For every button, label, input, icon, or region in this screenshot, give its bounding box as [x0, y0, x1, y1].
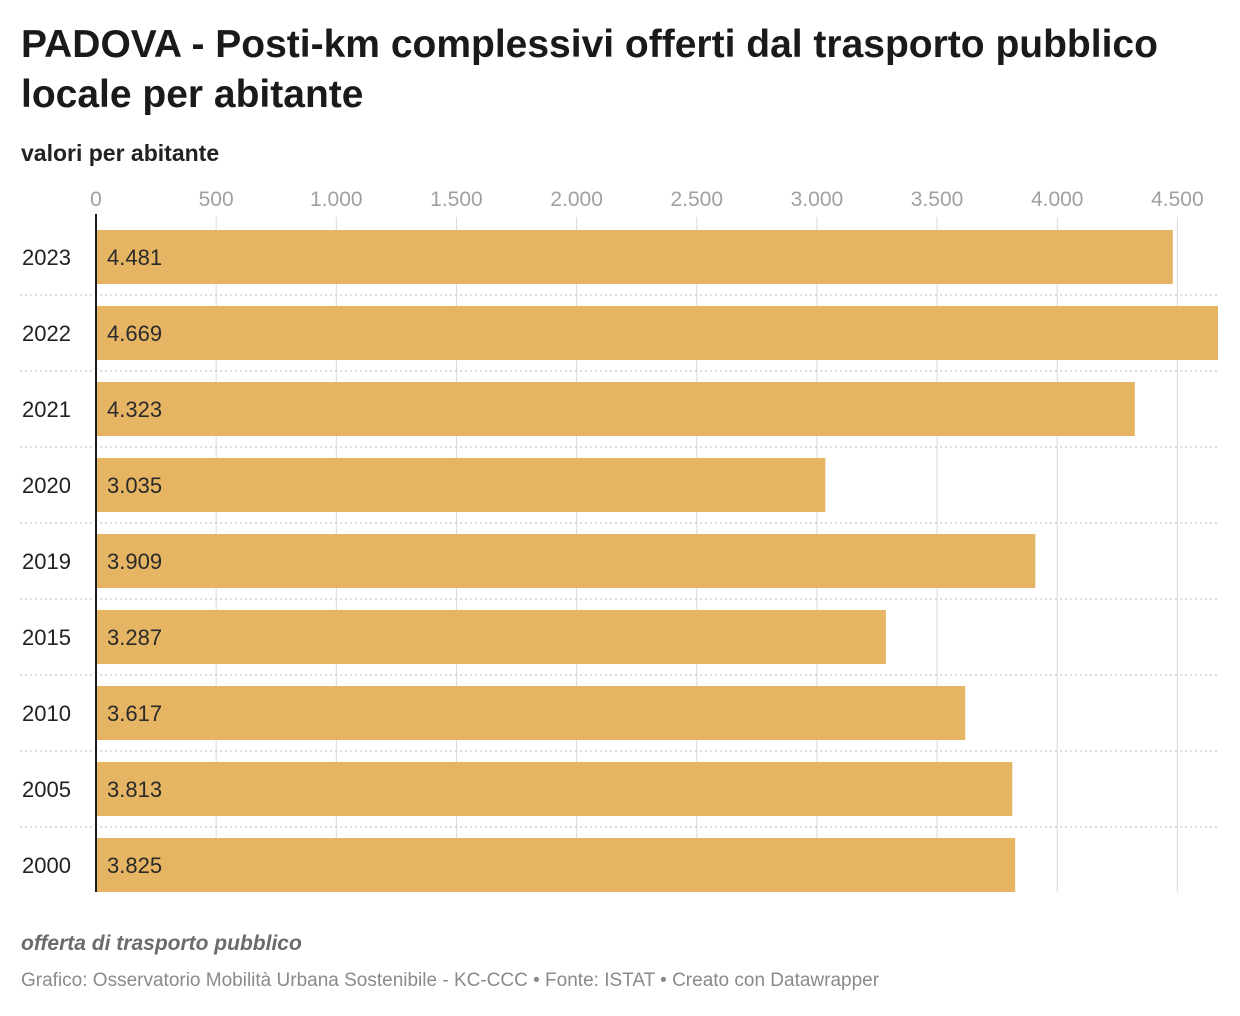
bar [96, 762, 1013, 816]
credits: Grafico: Osservatorio Mobilità Urbana So… [21, 970, 880, 991]
x-tick-label: 1.000 [310, 188, 363, 211]
x-tick-label: 3.000 [791, 188, 844, 211]
footnote: offerta di trasporto pubblico [21, 932, 302, 955]
value-label: 3.035 [107, 473, 162, 498]
value-label: 3.617 [107, 701, 162, 726]
value-label: 4.669 [107, 321, 162, 346]
x-tick-label: 1.500 [430, 188, 483, 211]
category-label: 2010 [22, 701, 71, 726]
bar [96, 458, 826, 512]
x-tick-label: 2.500 [670, 188, 723, 211]
value-label: 4.481 [107, 245, 162, 270]
category-label: 2021 [22, 397, 71, 422]
value-label: 3.287 [107, 625, 162, 650]
bar [96, 534, 1036, 588]
bar [96, 610, 886, 664]
bar [96, 686, 966, 740]
bar [96, 838, 1016, 892]
x-tick-label: 0 [90, 188, 102, 211]
x-tick-label: 2.000 [550, 188, 603, 211]
category-label: 2005 [22, 777, 71, 802]
category-label: 2015 [22, 625, 71, 650]
category-label: 2020 [22, 473, 71, 498]
value-label: 3.825 [107, 853, 162, 878]
category-label: 2000 [22, 853, 71, 878]
value-label: 3.813 [107, 777, 162, 802]
category-label: 2022 [22, 321, 71, 346]
x-tick-label: 4.000 [1031, 188, 1084, 211]
x-tick-label: 3.500 [911, 188, 964, 211]
chart-subtitle: valori per abitante [21, 140, 220, 166]
bar [96, 306, 1218, 360]
value-label: 3.909 [107, 549, 162, 574]
x-tick-label: 4.500 [1151, 188, 1204, 211]
value-label: 4.323 [107, 397, 162, 422]
bars-layer [96, 230, 1218, 892]
labels-layer: 0 500 1.000 1.500 2.000 2.500 3.000 3.500 4.000 4… [22, 188, 1204, 892]
chart-title: PADOVA - Posti-km complessivi offerti da… [21, 23, 1158, 116]
x-tick-label: 500 [199, 188, 234, 211]
bar [96, 382, 1135, 436]
category-label: 2019 [22, 549, 71, 574]
category-label: 2023 [22, 245, 71, 270]
bar [96, 230, 1173, 284]
bar-chart: 0 500 1.000 1.500 2.000 2.500 3.000 3.500 4.000 4… [20, 188, 1218, 892]
